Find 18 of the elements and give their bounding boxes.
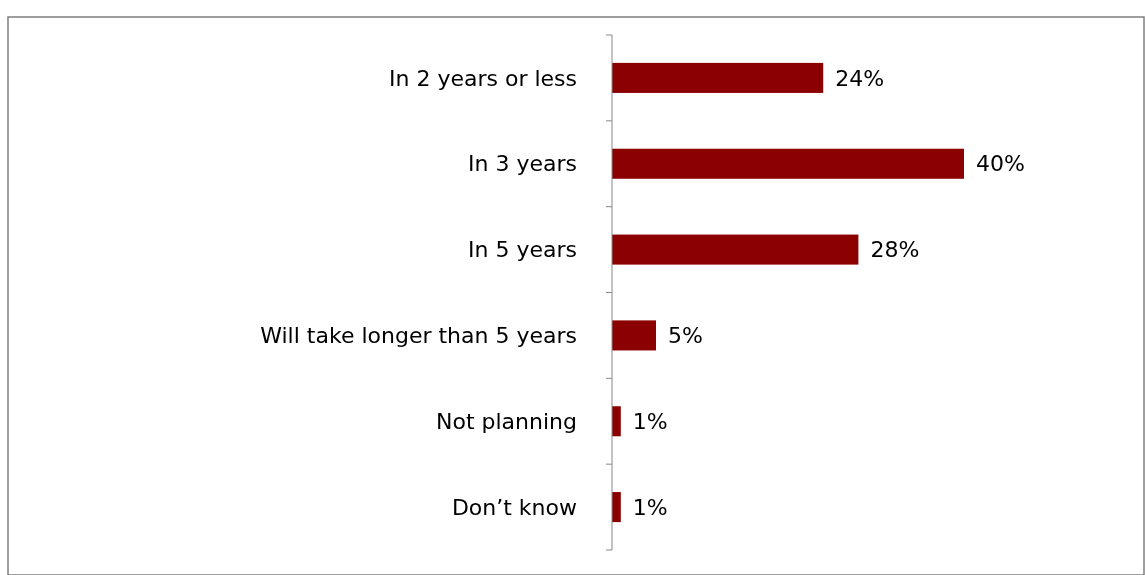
data-label: 1% — [632, 408, 668, 434]
data-label: 28% — [870, 237, 920, 263]
y-tick-label: In 5 years — [468, 237, 577, 263]
bar — [612, 492, 621, 523]
bar — [612, 234, 859, 265]
data-label: 5% — [668, 323, 703, 349]
bar — [612, 148, 964, 179]
bar — [612, 320, 656, 351]
data-label: 40% — [976, 151, 1025, 177]
y-tick-label: Will take longer than 5 years — [260, 323, 577, 349]
y-tick-label: Not planning — [435, 408, 577, 434]
data-label: 1% — [632, 494, 668, 520]
y-tick-label: In 3 years — [468, 151, 577, 177]
y-tick-label: Don’t know — [451, 494, 578, 520]
y-tick-label: In 2 years or less — [388, 65, 577, 91]
bar — [612, 406, 621, 437]
bar — [612, 62, 824, 93]
data-label: 24% — [835, 65, 885, 91]
